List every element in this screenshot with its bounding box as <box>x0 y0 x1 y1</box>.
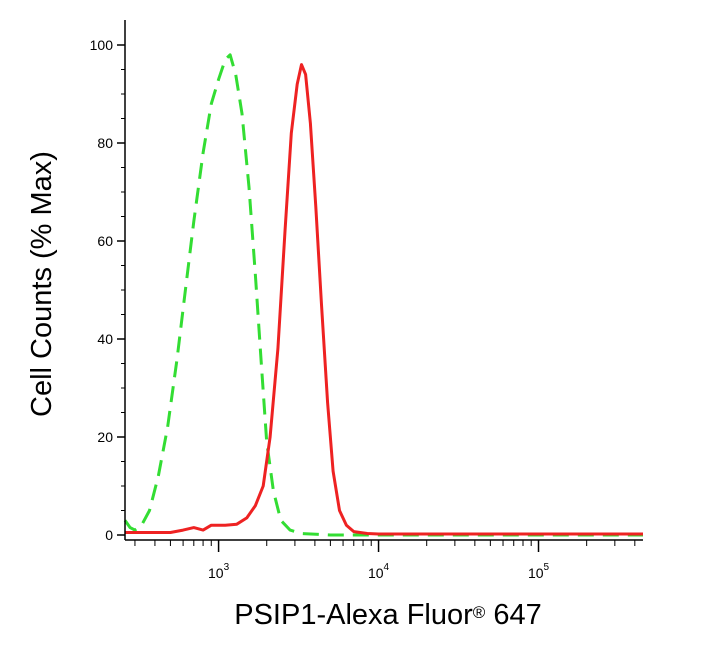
x-axis-title: PSIP1-Alexa Fluor® 647 <box>234 599 542 631</box>
series-line-2 <box>125 63 643 536</box>
x-axis-title-suffix: 647 <box>485 599 541 631</box>
x-axis-title-main: PSIP1-Alexa Fluor <box>234 599 473 631</box>
x-tick-label: 103 <box>208 562 230 581</box>
y-tick-label: 60 <box>97 233 113 249</box>
y-tick-label: 100 <box>90 37 114 53</box>
y-tick-label: 20 <box>97 429 113 445</box>
x-axis-title-mark: ® <box>473 603 486 622</box>
x-tick-label-exponent: 4 <box>384 562 390 573</box>
x-tick-label-base: 10 <box>368 565 384 581</box>
y-ticks: 0 20 40 60 80 100 <box>90 37 125 543</box>
x-tick-label: 104 <box>368 562 390 581</box>
series-line-1 <box>123 53 643 537</box>
plot-lines <box>123 53 643 537</box>
x-tick-label-base: 10 <box>208 565 224 581</box>
y-tick-label: 40 <box>97 331 113 347</box>
y-axis-title: Cell Counts (% Max) <box>26 151 58 417</box>
x-tick-label: 105 <box>528 562 550 581</box>
y-tick-label: 80 <box>97 135 113 151</box>
x-tick-label-base: 10 <box>528 565 544 581</box>
x-tick-label-exponent: 3 <box>224 562 230 573</box>
x-ticks: 103 104 105 <box>134 540 636 581</box>
y-tick-label: 0 <box>105 527 113 543</box>
x-tick-label-exponent: 5 <box>544 562 550 573</box>
